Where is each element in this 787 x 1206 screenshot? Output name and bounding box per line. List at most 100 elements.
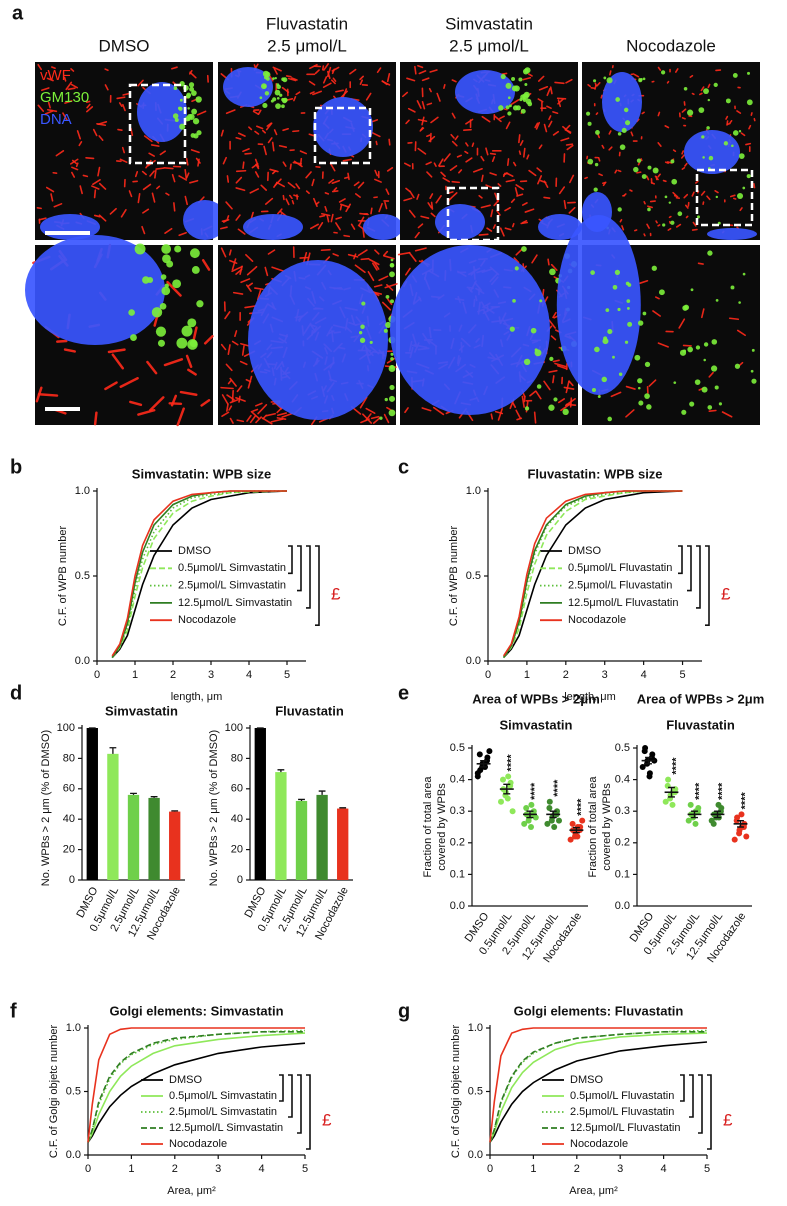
data-point: [734, 814, 741, 821]
vwf-signal: [681, 154, 685, 159]
gm130-signal: [742, 272, 746, 276]
vwf-signal: [254, 171, 260, 178]
vwf-signal: [489, 152, 497, 155]
nucleus: [390, 245, 550, 415]
vwf-signal: [436, 92, 441, 102]
y-axis-label: Fraction of total area: [587, 776, 599, 878]
significance-mark: £: [721, 585, 731, 604]
vwf-signal: [648, 379, 657, 387]
data-point: [476, 751, 483, 758]
vwf-signal: [143, 135, 153, 143]
vwf-signal: [295, 91, 301, 96]
vwf-signal: [134, 170, 139, 178]
vwf-signal: [538, 144, 543, 150]
y-tick-label: 20: [231, 844, 243, 856]
nucleus: [137, 82, 187, 142]
y-tick-label: 80: [231, 752, 243, 764]
vwf-signal: [248, 126, 253, 131]
gm130-signal: [593, 79, 597, 83]
gm130-signal: [703, 342, 709, 347]
vwf-signal: [725, 115, 729, 120]
vwf-signal: [480, 155, 485, 162]
vwf-signal: [511, 222, 515, 228]
x-tick-label: 5: [302, 1163, 308, 1175]
gm130-signal: [179, 123, 186, 130]
vwf-signal: [225, 109, 236, 115]
x-tick-label: 0: [94, 669, 100, 681]
gm130-signal: [750, 369, 754, 373]
vwf-signal: [548, 319, 556, 329]
vwf-signal: [564, 128, 572, 134]
y-tick-label: 0.4: [450, 774, 465, 786]
vwf-signal: [385, 188, 390, 195]
vwf-signal: [522, 76, 532, 81]
vwf-signal: [596, 82, 601, 87]
gm130-signal: [690, 288, 694, 292]
y-tick-label: 0.0: [468, 1149, 483, 1161]
vwf-signal: [176, 407, 185, 427]
data-point: [521, 820, 528, 827]
vwf-signal: [655, 220, 658, 224]
vwf-signal: [528, 169, 537, 177]
vwf-signal: [491, 156, 496, 163]
vwf-signal: [171, 173, 176, 183]
significance-bracket: [279, 1074, 284, 1102]
vwf-signal: [497, 183, 502, 187]
zoom-box: [313, 106, 372, 165]
vwf-signal: [378, 202, 383, 213]
gm130-signal: [507, 111, 512, 116]
vwf-signal: [235, 136, 242, 140]
vwf-signal: [236, 419, 245, 423]
bar: [316, 794, 328, 880]
vwf-signal: [305, 190, 310, 195]
vwf-signal: [430, 116, 439, 124]
vwf-signal: [37, 393, 59, 397]
gm130-signal: [379, 416, 383, 420]
error-bar: [549, 810, 557, 819]
vwf-signal: [359, 75, 364, 81]
bar: [86, 728, 98, 880]
gm130-signal: [178, 106, 183, 111]
gm130-signal: [597, 395, 601, 399]
vwf-signal: [345, 203, 352, 213]
chart-title: Golgi elements: Simvastatin: [109, 1003, 283, 1018]
data-point: [646, 770, 653, 777]
vwf-signal: [493, 199, 500, 207]
vwf-signal: [332, 77, 337, 82]
vwf-signal: [664, 161, 669, 164]
y-tick-label: 0.0: [466, 655, 481, 667]
vwf-signal: [657, 342, 669, 348]
significance-mark: ****: [575, 798, 587, 816]
series-line: [489, 1029, 708, 1143]
bar: [107, 753, 119, 880]
significance-bracket: [306, 1074, 311, 1150]
vwf-signal: [657, 111, 661, 117]
gm130-signal: [196, 130, 202, 136]
vwf-signal: [252, 110, 260, 115]
gm130-signal: [738, 129, 742, 133]
significance-mark: ****: [552, 779, 564, 797]
zoom-box: [695, 168, 754, 227]
vwf-signal: [506, 158, 510, 167]
vwf-signal: [220, 343, 227, 351]
gm130-signal: [514, 266, 519, 271]
vwf-signal: [619, 218, 623, 223]
legend-label: 2.5μmol/L Fluvastatin: [568, 580, 672, 592]
vwf-signal: [557, 398, 565, 404]
vwf-signal: [417, 64, 424, 69]
vwf-signal: [353, 253, 357, 260]
vwf-signal: [229, 417, 234, 424]
gm130-signal: [751, 378, 757, 384]
significance-bracket: [705, 545, 710, 626]
chart-title: Simvastatin: [105, 703, 178, 718]
vwf-signal: [404, 162, 411, 167]
vwf-signal: [565, 78, 573, 84]
legend-label: 12.5μmol/L Simvastatin: [169, 1122, 283, 1134]
series-line: [502, 490, 683, 659]
gm130-signal: [644, 393, 650, 399]
vwf-signal: [608, 146, 613, 151]
legend-label: 0.5μmol/L Simvastatin: [178, 562, 286, 574]
micrograph: [582, 62, 760, 240]
gm130-signal: [384, 397, 388, 402]
vwf-signal: [360, 257, 370, 261]
